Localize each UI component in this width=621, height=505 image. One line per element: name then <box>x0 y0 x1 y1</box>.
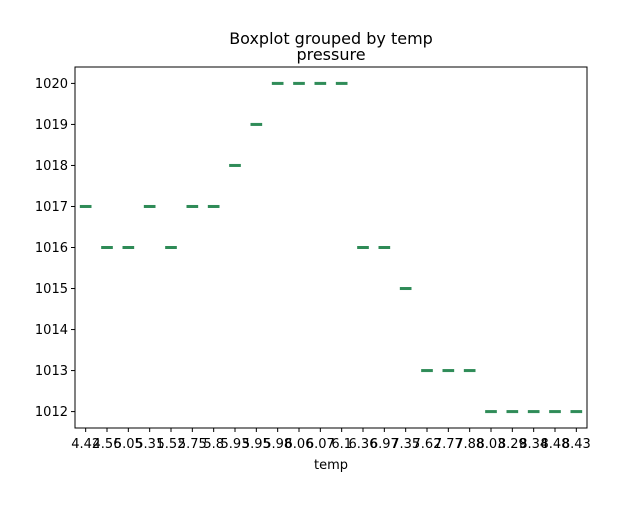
x-tick-label: 6.97 <box>370 437 399 452</box>
y-tick-label: 1018 <box>35 159 68 174</box>
box-5.75 <box>186 204 199 208</box>
x-tick-label: 6.1 <box>331 437 352 452</box>
box-6.97 <box>378 246 391 249</box>
x-tick-label: 5.8 <box>203 437 224 452</box>
x-tick-label: 8.03 <box>477 437 506 452</box>
x-tick-label: 7.35 <box>391 437 420 452</box>
box-7.62 <box>421 369 433 373</box>
x-tick-label: 5.52 <box>157 437 186 452</box>
x-tick-label: 5.98 <box>263 437 292 452</box>
x-tick-label: 7.77 <box>434 437 463 452</box>
y-axis: 1012 1013 1014 1015 1016 1017 1018 1019 1020 <box>35 77 75 420</box>
box-5.98 <box>271 81 284 85</box>
x-tick-label: 6.06 <box>285 437 314 452</box>
y-tick-label: 1012 <box>35 405 68 420</box>
box-5.52 <box>165 246 177 249</box>
box-series <box>79 81 583 414</box>
x-tick-label: 5.93 <box>221 437 250 452</box>
box-5.93 <box>229 163 241 167</box>
box-6.07 <box>314 81 327 85</box>
x-tick-label: 7.88 <box>455 437 484 452</box>
x-tick-label: 5.95 <box>242 437 271 452</box>
plot-frame <box>74 66 588 429</box>
x-tick-label: 8.43 <box>562 437 591 452</box>
x-tick-label: 6.07 <box>306 437 335 452</box>
box-4.56 <box>101 246 113 249</box>
x-tick-label: 5.31 <box>135 437 164 452</box>
y-tick-label: 1020 <box>35 77 68 92</box>
box-8.48 <box>549 410 561 414</box>
y-tick-label: 1013 <box>35 364 68 379</box>
y-tick-label: 1015 <box>35 282 68 297</box>
chart-title: Boxplot grouped by temp <box>229 29 433 48</box>
x-tick-label: 5.05 <box>114 437 143 452</box>
box-8.34 <box>527 410 540 414</box>
box-8.29 <box>506 410 519 414</box>
box-4.42 <box>79 204 92 208</box>
box-8.03 <box>485 410 497 414</box>
x-axis: 4.424.565.055.315.525.755.85.935.955.986… <box>71 428 591 452</box>
x-axis-label: temp <box>314 458 348 473</box>
chart-subtitle: pressure <box>296 45 365 64</box>
box-5.95 <box>250 122 263 126</box>
x-tick-label: 4.56 <box>93 437 122 452</box>
x-tick-label: 4.42 <box>71 437 100 452</box>
box-5.05 <box>122 246 135 249</box>
box-7.88 <box>463 369 476 373</box>
box-6.36 <box>357 246 369 249</box>
y-tick-label: 1017 <box>35 200 68 215</box>
box-7.35 <box>399 287 412 291</box>
box-7.77 <box>442 369 455 373</box>
x-tick-label: 8.34 <box>519 437 548 452</box>
x-tick-label: 6.36 <box>349 437 378 452</box>
y-tick-label: 1019 <box>35 118 68 133</box>
box-6.1 <box>335 81 348 85</box>
y-tick-label: 1014 <box>35 323 68 338</box>
box-5.31 <box>143 204 156 208</box>
x-tick-label: 8.48 <box>541 437 570 452</box>
x-tick-label: 5.75 <box>178 437 207 452</box>
x-tick-label: 7.62 <box>413 437 442 452</box>
box-5.8 <box>207 204 220 208</box>
box-8.43 <box>570 410 583 414</box>
x-tick-label: 8.29 <box>498 437 527 452</box>
box-6.06 <box>293 81 305 85</box>
y-tick-label: 1016 <box>35 241 68 256</box>
